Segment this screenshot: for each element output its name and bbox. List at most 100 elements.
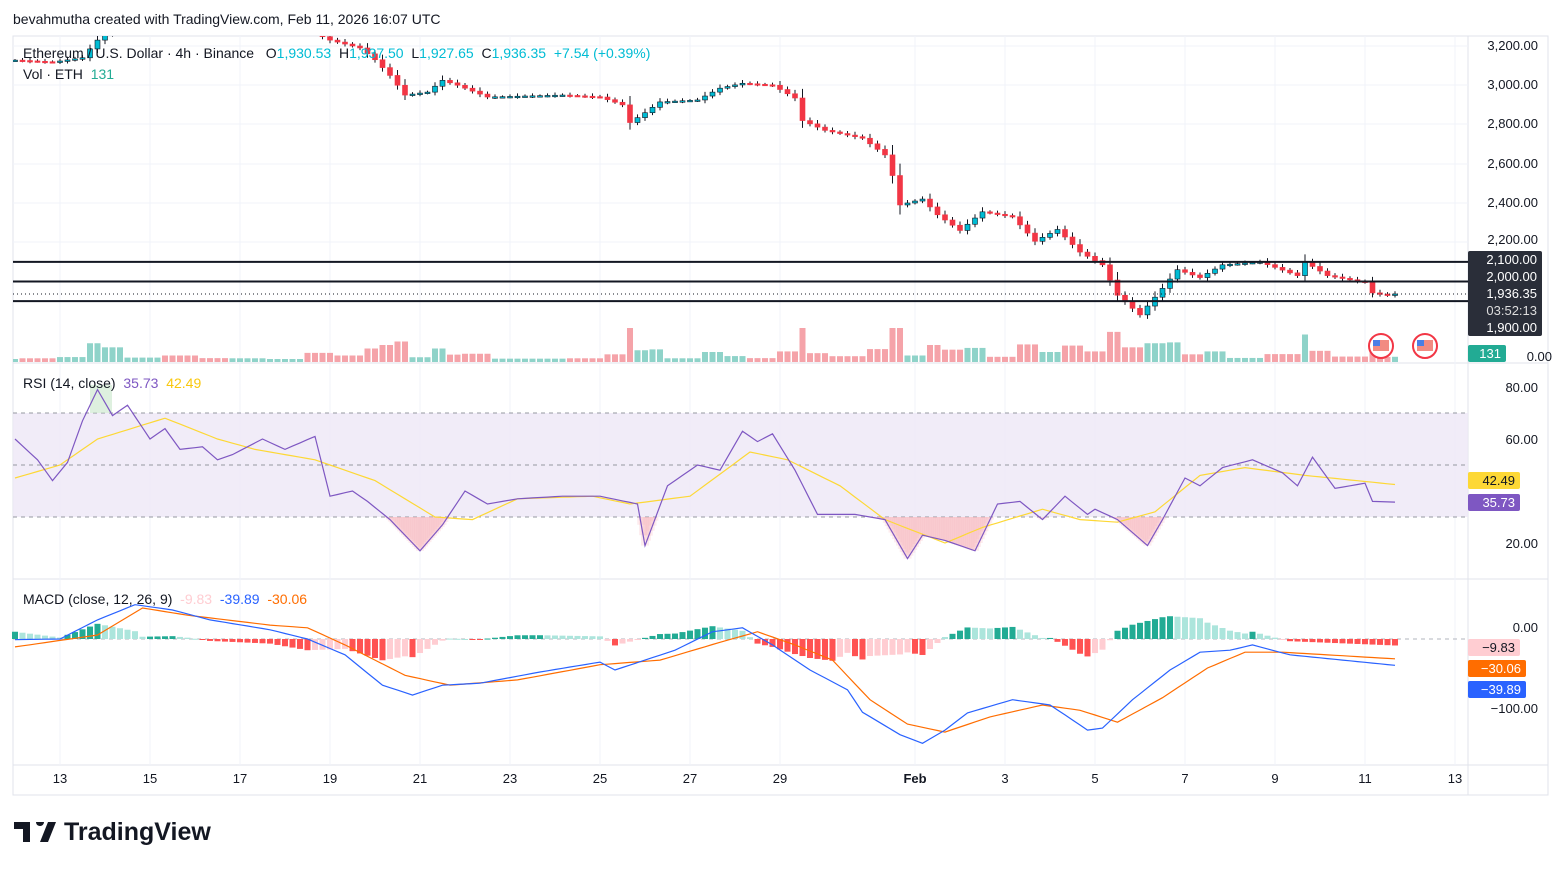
- candle: [155, 17, 160, 19]
- candle: [844, 133, 851, 136]
- time-tick: 9: [1271, 771, 1279, 786]
- volume-legend[interactable]: Vol · ETH 131: [23, 66, 115, 82]
- volume-bar: [1009, 356, 1016, 362]
- macd-histogram-bar: [852, 639, 858, 657]
- volume-bar: [177, 355, 183, 362]
- macd-histogram-bar: [777, 639, 783, 650]
- candle: [597, 96, 603, 99]
- volume-bar: [349, 355, 356, 362]
- candle: [702, 95, 708, 101]
- candle: [1062, 229, 1068, 238]
- volume-bar: [222, 358, 228, 362]
- macd-histogram-bar: [619, 639, 626, 644]
- volume-bar: [1287, 354, 1293, 362]
- macd-histogram-bar: [117, 628, 123, 639]
- volume-bar: [1062, 345, 1068, 362]
- macd-histogram-bar: [1009, 626, 1016, 639]
- macd-histogram-bar: [1024, 632, 1031, 639]
- volume-bar: [252, 358, 258, 362]
- macd-histogram-bar: [702, 627, 708, 639]
- macd-histogram-bar: [1384, 639, 1391, 646]
- volume-bar: [1384, 356, 1391, 362]
- volume-bar: [672, 358, 678, 362]
- candle: [163, 17, 168, 19]
- volume-bar: [499, 358, 506, 362]
- volume-bar: [1354, 356, 1361, 362]
- volume-bar: [1332, 356, 1338, 362]
- macd-histogram-bar: [1069, 639, 1076, 650]
- macd-histogram-bar: [57, 637, 63, 639]
- change-value: +7.54 (+0.39%): [553, 45, 651, 61]
- macd-histogram-bar: [807, 639, 813, 659]
- candle: [1182, 269, 1188, 273]
- macd-histogram-bar: [792, 639, 798, 655]
- volume-bar: [364, 348, 371, 362]
- volume-bar: [72, 357, 78, 362]
- macd-histogram-bar: [1197, 618, 1203, 639]
- candle: [402, 84, 408, 96]
- time-tick: 25: [592, 771, 608, 786]
- macd-histogram-bar: [1294, 639, 1301, 642]
- candle: [1219, 264, 1226, 270]
- rsi-axis-label: 35.73: [1468, 494, 1520, 511]
- macd-histogram-bar: [1032, 635, 1038, 639]
- macd-histogram-bar: [177, 636, 183, 639]
- macd-histogram-bar: [1257, 633, 1263, 639]
- candle: [260, 26, 265, 28]
- symbol-legend[interactable]: Ethereum / U.S. Dollar · 4h · Binance O1…: [23, 45, 651, 61]
- price-level-labels: 2,100.00 2,000.00 1,936.35 03:52:13 1,90…: [1468, 251, 1542, 336]
- volume-bar: [1084, 351, 1091, 362]
- volume-bar: [259, 358, 266, 362]
- candle: [1174, 269, 1181, 280]
- volume-bar: [1069, 345, 1076, 362]
- macd-signal-line: [14, 607, 1396, 733]
- macd-legend[interactable]: MACD (close, 12, 26, 9) -9.83 -39.89 -30…: [23, 591, 308, 607]
- us-flag-icon: [1373, 340, 1389, 351]
- candle: [649, 107, 656, 114]
- volume-bar: [312, 352, 318, 362]
- macd-histogram-bar: [79, 629, 86, 639]
- candle: [1212, 268, 1218, 274]
- macd-histogram-bar: [934, 639, 941, 644]
- candle: [627, 104, 633, 123]
- macd-histogram-bar: [244, 639, 251, 643]
- time-tick: 7: [1181, 771, 1189, 786]
- volume-bar: [1039, 352, 1046, 362]
- macd-histogram-bar: [1234, 632, 1241, 639]
- candle: [732, 84, 738, 87]
- volume-bar: [184, 355, 191, 362]
- time-tick: Feb: [903, 771, 927, 786]
- tradingview-logo[interactable]: TradingView: [14, 818, 211, 847]
- macd-histogram-bar: [957, 630, 963, 639]
- macd-histogram-bar: [417, 639, 423, 654]
- candle: [140, 18, 145, 20]
- macd-histogram-bar: [994, 627, 1001, 639]
- macd-histogram-bar: [732, 629, 738, 639]
- candle: [1189, 272, 1196, 276]
- macd-histogram-bar: [1362, 639, 1368, 645]
- candle: [372, 53, 378, 61]
- volume-bar: [844, 356, 851, 362]
- rsi-legend[interactable]: RSI (14, close) 35.73 42.49: [23, 375, 202, 391]
- candle: [1084, 251, 1091, 257]
- macd-histogram-bar: [1212, 625, 1218, 639]
- volume-bar: [1204, 351, 1211, 362]
- volume-bar: [1377, 356, 1383, 362]
- volume-bar: [904, 355, 911, 362]
- macd-histogram-bar: [1002, 627, 1008, 639]
- time-tick: 11: [1358, 771, 1372, 786]
- macd-histogram-bar: [589, 636, 596, 639]
- price-tick: 2,400.00: [1487, 195, 1538, 210]
- candle: [552, 94, 558, 98]
- macd-histogram-bar: [1309, 639, 1316, 643]
- volume-bar: [694, 358, 701, 362]
- volume-bar: [979, 347, 986, 362]
- volume-bar: [154, 357, 161, 362]
- volume-bar: [1257, 357, 1263, 362]
- candle: [1009, 215, 1016, 218]
- candle: [110, 27, 115, 34]
- macd-histogram-bar: [1279, 639, 1286, 640]
- volume-bar: [1324, 350, 1331, 362]
- volume-bar: [147, 357, 153, 362]
